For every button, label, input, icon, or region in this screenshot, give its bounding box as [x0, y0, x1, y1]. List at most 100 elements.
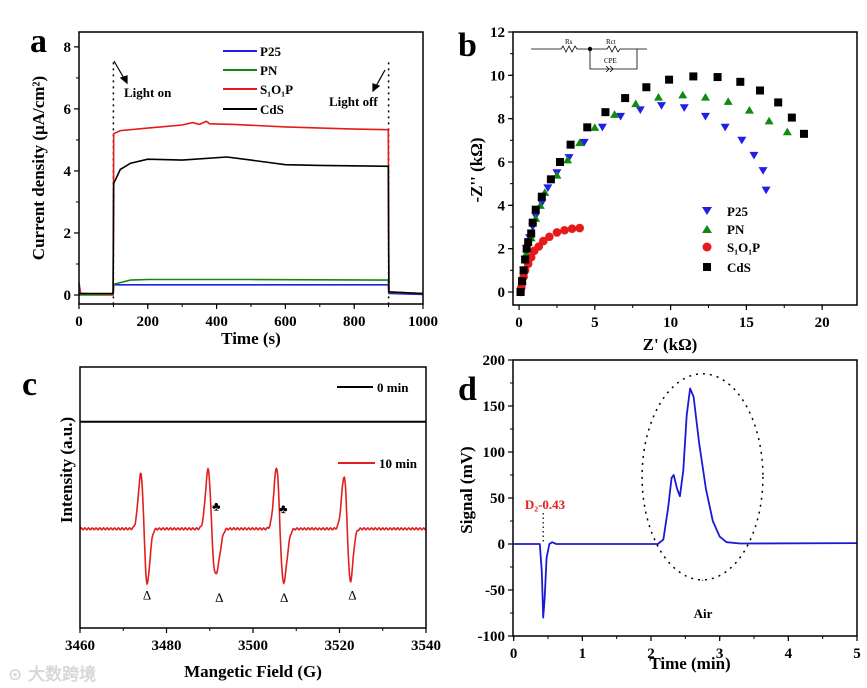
- y-tick-label: 2: [498, 242, 506, 258]
- data-point-cds: [601, 108, 610, 117]
- x-tick-label: 20: [815, 315, 830, 331]
- data-point-p25: [758, 167, 768, 175]
- data-point-cds: [519, 266, 528, 275]
- legend-label-p25: P25: [727, 204, 748, 219]
- club-marker: ♣: [279, 501, 288, 516]
- d-xlabel: Time (min): [649, 654, 730, 673]
- x-tick-label: 3520: [325, 638, 355, 654]
- data-point-s1o1p: [575, 223, 584, 233]
- data-point-cds: [555, 158, 564, 166]
- legend-label-s1o1p: S₁O₁P: [260, 82, 293, 97]
- delta-marker: Δ: [143, 587, 151, 602]
- y-tick-label: 200: [483, 353, 506, 369]
- plot-area-a: [79, 62, 423, 304]
- data-point-cds: [516, 288, 525, 296]
- plot-area-d: [513, 373, 857, 619]
- cpe-symbol-2: [609, 65, 614, 73]
- panel-label-a: a: [30, 23, 47, 60]
- x-tick-label: 0: [510, 646, 518, 662]
- series-line-cds: [79, 156, 423, 295]
- data-point-cds: [546, 175, 555, 184]
- legend-marker-pn: [702, 225, 712, 233]
- b-ylabel: -Z'' (kΩ): [467, 137, 486, 202]
- d-ylabel: Signal (mV): [457, 446, 476, 533]
- data-point-p25: [749, 151, 759, 160]
- delta-marker: Δ: [215, 590, 223, 605]
- a-xlabel: Time (s): [221, 329, 281, 348]
- data-point-s1o1p: [552, 228, 562, 237]
- data-point-cds: [689, 72, 698, 81]
- data-point-pn: [575, 138, 585, 147]
- equivalent-circuit-inset: [531, 45, 647, 73]
- x-tick-label: 4: [785, 646, 793, 662]
- data-point-cds: [522, 244, 531, 253]
- c-ylabel: Intensity (a.u.): [57, 417, 76, 523]
- data-point-cds: [566, 140, 575, 149]
- data-point-p25: [597, 123, 607, 132]
- data-point-p25: [564, 154, 574, 162]
- c-xlabel: Mangetic Field (G): [184, 662, 322, 681]
- plot-area-c: [80, 420, 426, 586]
- data-point-cds: [642, 83, 651, 92]
- legend-marker-s1o1p: [702, 242, 712, 252]
- data-point-p25: [700, 112, 710, 121]
- panel-c: 3460 3480 3500 3520 3540 Δ Δ Δ Δ ♣ ♣: [65, 366, 441, 654]
- x-tick-label: 3: [716, 646, 724, 662]
- legend-label-cds: CdS: [260, 102, 284, 117]
- c-legend: 0 min 10 min: [337, 380, 418, 471]
- data-point-p25: [679, 104, 689, 112]
- data-point-cds: [621, 94, 630, 103]
- club-marker: ♣: [212, 499, 221, 514]
- data-point-p25: [616, 112, 626, 121]
- data-point-cds: [528, 218, 537, 227]
- legend-marker-cds: [703, 263, 711, 271]
- data-point-p25: [720, 123, 730, 132]
- plot-frame-a: [78, 31, 424, 305]
- data-point-cds: [787, 113, 796, 122]
- legend-label-pn: PN: [260, 63, 278, 78]
- data-point-p25: [657, 102, 667, 110]
- a-legend: P25 PN S₁O₁P CdS: [223, 44, 293, 117]
- panel-label-c: c: [22, 366, 37, 403]
- light-on-label: Light on: [124, 85, 172, 100]
- data-point-cds: [713, 73, 722, 82]
- legend-label-10min: 10 min: [379, 456, 418, 471]
- y-tick-label: 6: [64, 102, 72, 118]
- y-tick-label: 8: [498, 112, 506, 128]
- data-point-s1o1p: [545, 232, 554, 242]
- panel-b: 0 5 10 15 20 0 2 4 6 8 10 12: [490, 25, 858, 331]
- panel-d: 0 1 2 3 4 5 -100 -50 0 50 100 150 200: [478, 353, 861, 662]
- x-tick-label: 200: [137, 314, 160, 330]
- y-tick-label: 0: [498, 285, 506, 301]
- data-point-cds: [537, 192, 546, 201]
- x-tick-label: 800: [343, 314, 366, 330]
- plot-frame-d: [512, 359, 858, 637]
- data-point-cds: [756, 86, 765, 95]
- x-tick-label: 1000: [408, 314, 438, 330]
- x-tick-label: 400: [205, 314, 228, 330]
- data-point-cds: [736, 77, 745, 86]
- legend-label-0min: 0 min: [377, 380, 409, 395]
- light-off-label: Light off: [329, 94, 378, 109]
- data-point-pn: [700, 92, 710, 101]
- data-point-pn: [590, 123, 600, 131]
- data-point-pn: [631, 99, 641, 108]
- delta-marker: Δ: [348, 587, 356, 602]
- data-point-cds: [527, 229, 536, 238]
- y-tick-label: 50: [490, 491, 505, 507]
- d2-annotation: D₂-0.43: [525, 497, 566, 512]
- data-point-p25: [635, 106, 645, 115]
- y-tick-label: 0: [498, 537, 506, 553]
- air-peak-ellipse: [641, 373, 764, 581]
- x-tick-label: 2: [647, 646, 655, 662]
- light-off-arrowhead: [372, 83, 381, 93]
- y-tick-label: -50: [485, 583, 505, 599]
- panel-label-d: d: [458, 371, 477, 408]
- y-tick-label: -100: [478, 629, 506, 645]
- data-point-pn: [782, 127, 792, 136]
- legend-label-p25: P25: [260, 44, 281, 59]
- plot-frame-c: [79, 366, 427, 629]
- x-tick-label: 0: [75, 314, 83, 330]
- x-tick-label: 600: [274, 314, 297, 330]
